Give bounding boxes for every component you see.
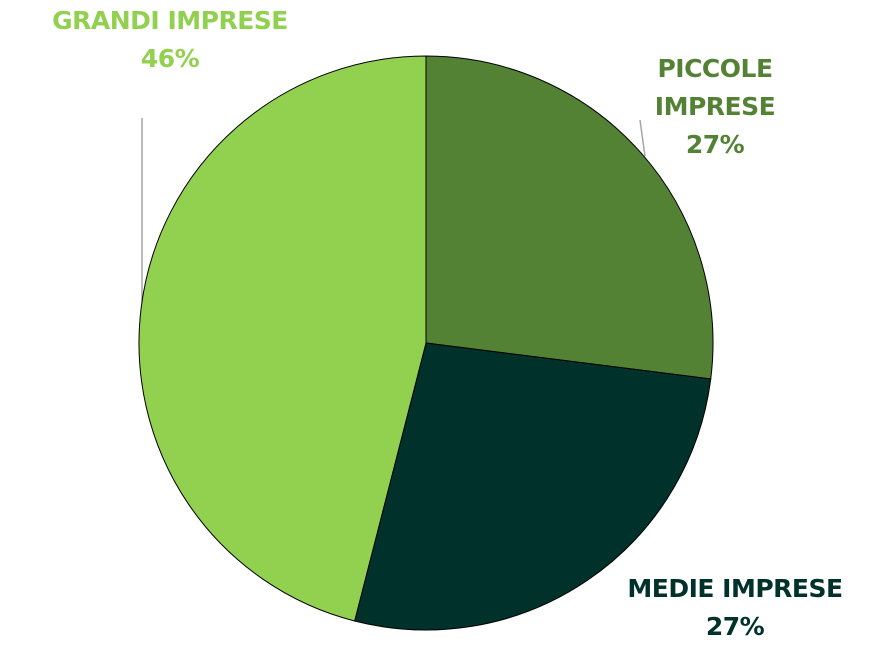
value-label: 27% [685, 130, 745, 159]
category-label: MEDIE IMPRESE [627, 574, 843, 603]
pie-slice [354, 342, 712, 631]
category-label: GRANDI IMPRESE [52, 6, 288, 35]
pie-slice [425, 55, 714, 380]
slice-label: GRANDI IMPRESE 46% [10, 2, 330, 78]
pie-slice [138, 55, 427, 622]
value-label: 46% [140, 44, 200, 73]
leader-line [639, 119, 646, 157]
category-label: PICCOLE IMPRESE [654, 54, 776, 121]
slice-label: PICCOLE IMPRESE 27% [630, 50, 800, 164]
slice-label: MEDIE IMPRESE 27% [590, 570, 880, 646]
value-label: 27% [705, 612, 765, 641]
